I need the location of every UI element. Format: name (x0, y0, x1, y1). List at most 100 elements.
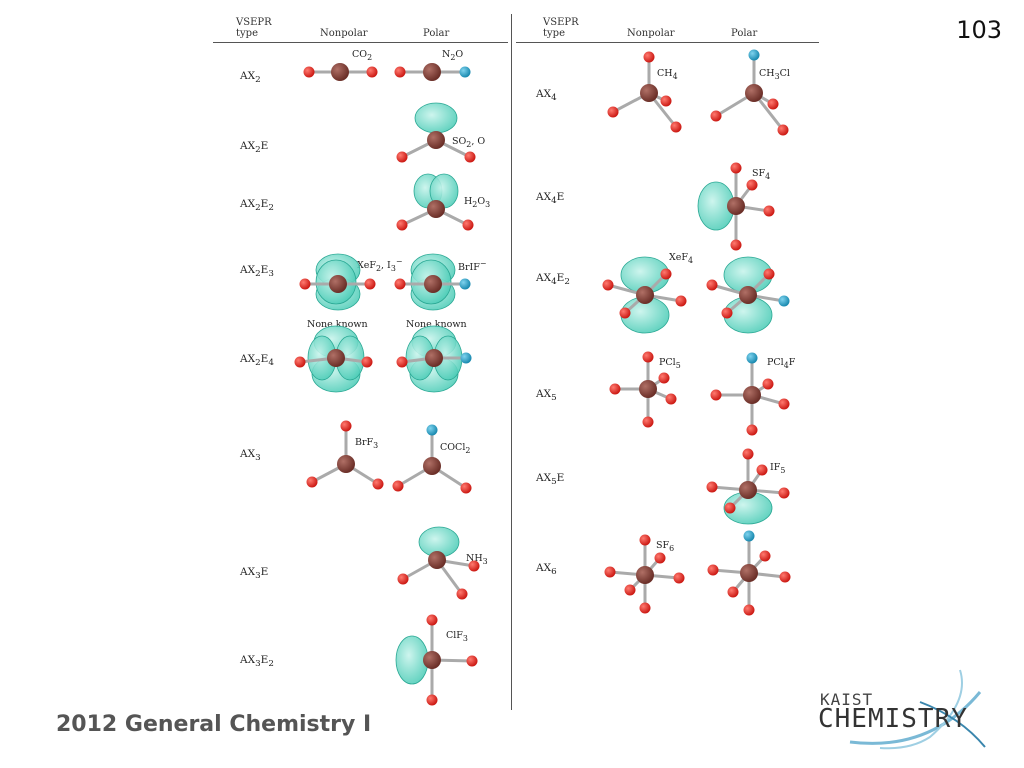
so2-lone-pair (414, 102, 458, 134)
label-brif: BrIF− (458, 259, 487, 274)
so2-ligand-atom (464, 151, 476, 163)
brif-ligand-atom (394, 278, 406, 290)
logo-swoosh-icon (849, 669, 986, 750)
label-xef2-i3: XeF2, I3− (357, 257, 403, 274)
ax2e4-np-central-atom (327, 349, 345, 367)
sf6-p-ligand-atom (743, 530, 755, 542)
type-ax2: AX2 (240, 70, 261, 86)
label-none-known-nonpolar: None known (307, 319, 368, 330)
logo-text-chemistry: CHEMISTRY (818, 704, 968, 734)
ax2e4-p-ligand-atom (460, 352, 472, 364)
header-type: type (236, 28, 258, 39)
sf4-central-atom (727, 197, 745, 215)
n2o-ligand-atom (459, 66, 471, 78)
nh3-central-atom (428, 551, 446, 569)
ax2e4-p-central-atom (425, 349, 443, 367)
ch4-ligand-atom (660, 95, 672, 107)
type-ax5e: AX5E (536, 472, 565, 488)
ch4-ligand-atom (643, 51, 655, 63)
label-clf3: ClF3 (446, 630, 468, 643)
pcl4f-central-atom (743, 386, 761, 404)
column-divider (511, 14, 512, 710)
pcl4f-ligand-atom (710, 389, 722, 401)
type-ax3: AX3 (240, 448, 261, 464)
left-header-type: VSEPR type (236, 17, 272, 39)
xef4-ligand-atom (660, 268, 672, 280)
right-header-type: VSEPR type (543, 17, 579, 39)
pcl4f-ligand-atom (746, 424, 758, 436)
clf3-central-atom (423, 651, 441, 669)
sf4-ligand-atom (730, 162, 742, 174)
type-ax4: AX4 (536, 88, 557, 104)
ch4-ligand-atom (670, 121, 682, 133)
page-number: 103 (956, 16, 1002, 44)
sf6-p-central-atom (740, 564, 758, 582)
xef2-ligand-atom (364, 278, 376, 290)
pcl4f-ligand-atom (762, 378, 774, 390)
label-n2o: N2O (442, 49, 464, 62)
nh3-ligand-atom (397, 573, 409, 585)
brf3-ligand-atom (340, 420, 352, 432)
co2-ligand-atom (303, 66, 315, 78)
if5-central-atom (739, 481, 757, 499)
sf6-p-ligand-atom (759, 550, 771, 562)
clf3-ligand-atom (426, 694, 438, 706)
sf6-central-atom (636, 566, 654, 584)
ch3cl-ligand-atom (777, 124, 789, 136)
co2-ligand-atom (366, 66, 378, 78)
cocl2-ligand-atom (392, 480, 404, 492)
label-cocl2: COCl2 (440, 442, 471, 455)
pcl5-ligand-atom (658, 372, 670, 384)
label-ch4: CH4 (657, 68, 678, 81)
sf6-p-ligand-atom (727, 586, 739, 598)
if5-ligand-atom (756, 464, 768, 476)
label-if5: IF5 (770, 462, 786, 475)
label-xef4: XeF4 (669, 252, 694, 265)
xef4-ligand-atom (675, 295, 687, 307)
xef4-p-ligand-atom (706, 279, 718, 291)
type-ax6: AX6 (536, 562, 557, 578)
label-co2: CO2 (352, 49, 373, 62)
if5-ligand-atom (724, 502, 736, 514)
clf3-ligand-atom (466, 655, 478, 667)
sf4-ligand-atom (746, 179, 758, 191)
xef4-ligand-atom (619, 307, 631, 319)
label-none-known-polar: None known (406, 319, 467, 330)
kaist-chemistry-logo: KAIST CHEMISTRY (810, 662, 990, 752)
ch3cl-ligand-atom (748, 49, 760, 61)
h2o-central-atom (427, 200, 445, 218)
label-sf4: SF4 (752, 168, 771, 181)
label-so2-o: SO2, O (452, 136, 486, 149)
label-pcl4f: PCl4F (767, 357, 796, 370)
sf6-ligand-atom (673, 572, 685, 584)
type-ax2e2: AX2E2 (240, 198, 274, 214)
cocl2-central-atom (423, 457, 441, 475)
so2-central-atom (427, 131, 445, 149)
right-header-rule (516, 42, 819, 43)
label-pcl5: PCl5 (659, 357, 681, 370)
right-header-polar: Polar (731, 28, 758, 39)
pcl5-ligand-atom (642, 351, 654, 363)
brf3-ligand-atom (306, 476, 318, 488)
xef4-p-ligand-atom (778, 295, 790, 307)
cocl2-ligand-atom (426, 424, 438, 436)
pcl4f-ligand-atom (778, 398, 790, 410)
sf6-ligand-atom (624, 584, 636, 596)
n2o-ligand-atom (394, 66, 406, 78)
brif-ligand-atom (459, 278, 471, 290)
sf6-p-ligand-atom (779, 571, 791, 583)
course-title: 2012 General Chemistry I (56, 712, 372, 737)
brf3-ligand-atom (372, 478, 384, 490)
logo-text-kaist: KAIST (820, 690, 874, 709)
sf6-p-ligand-atom (743, 604, 755, 616)
xef2-ligand-atom (299, 278, 311, 290)
label-brf3: BrF3 (355, 437, 379, 450)
label-h2o3: H2O3 (464, 196, 491, 209)
so2-ligand-atom (396, 151, 408, 163)
h2o-ligand-atom (396, 219, 408, 231)
pcl4f-ligand-atom (746, 352, 758, 364)
brf3-central-atom (337, 455, 355, 473)
label-ch3cl: CH3Cl (759, 68, 790, 81)
if5-ligand-atom (742, 448, 754, 460)
